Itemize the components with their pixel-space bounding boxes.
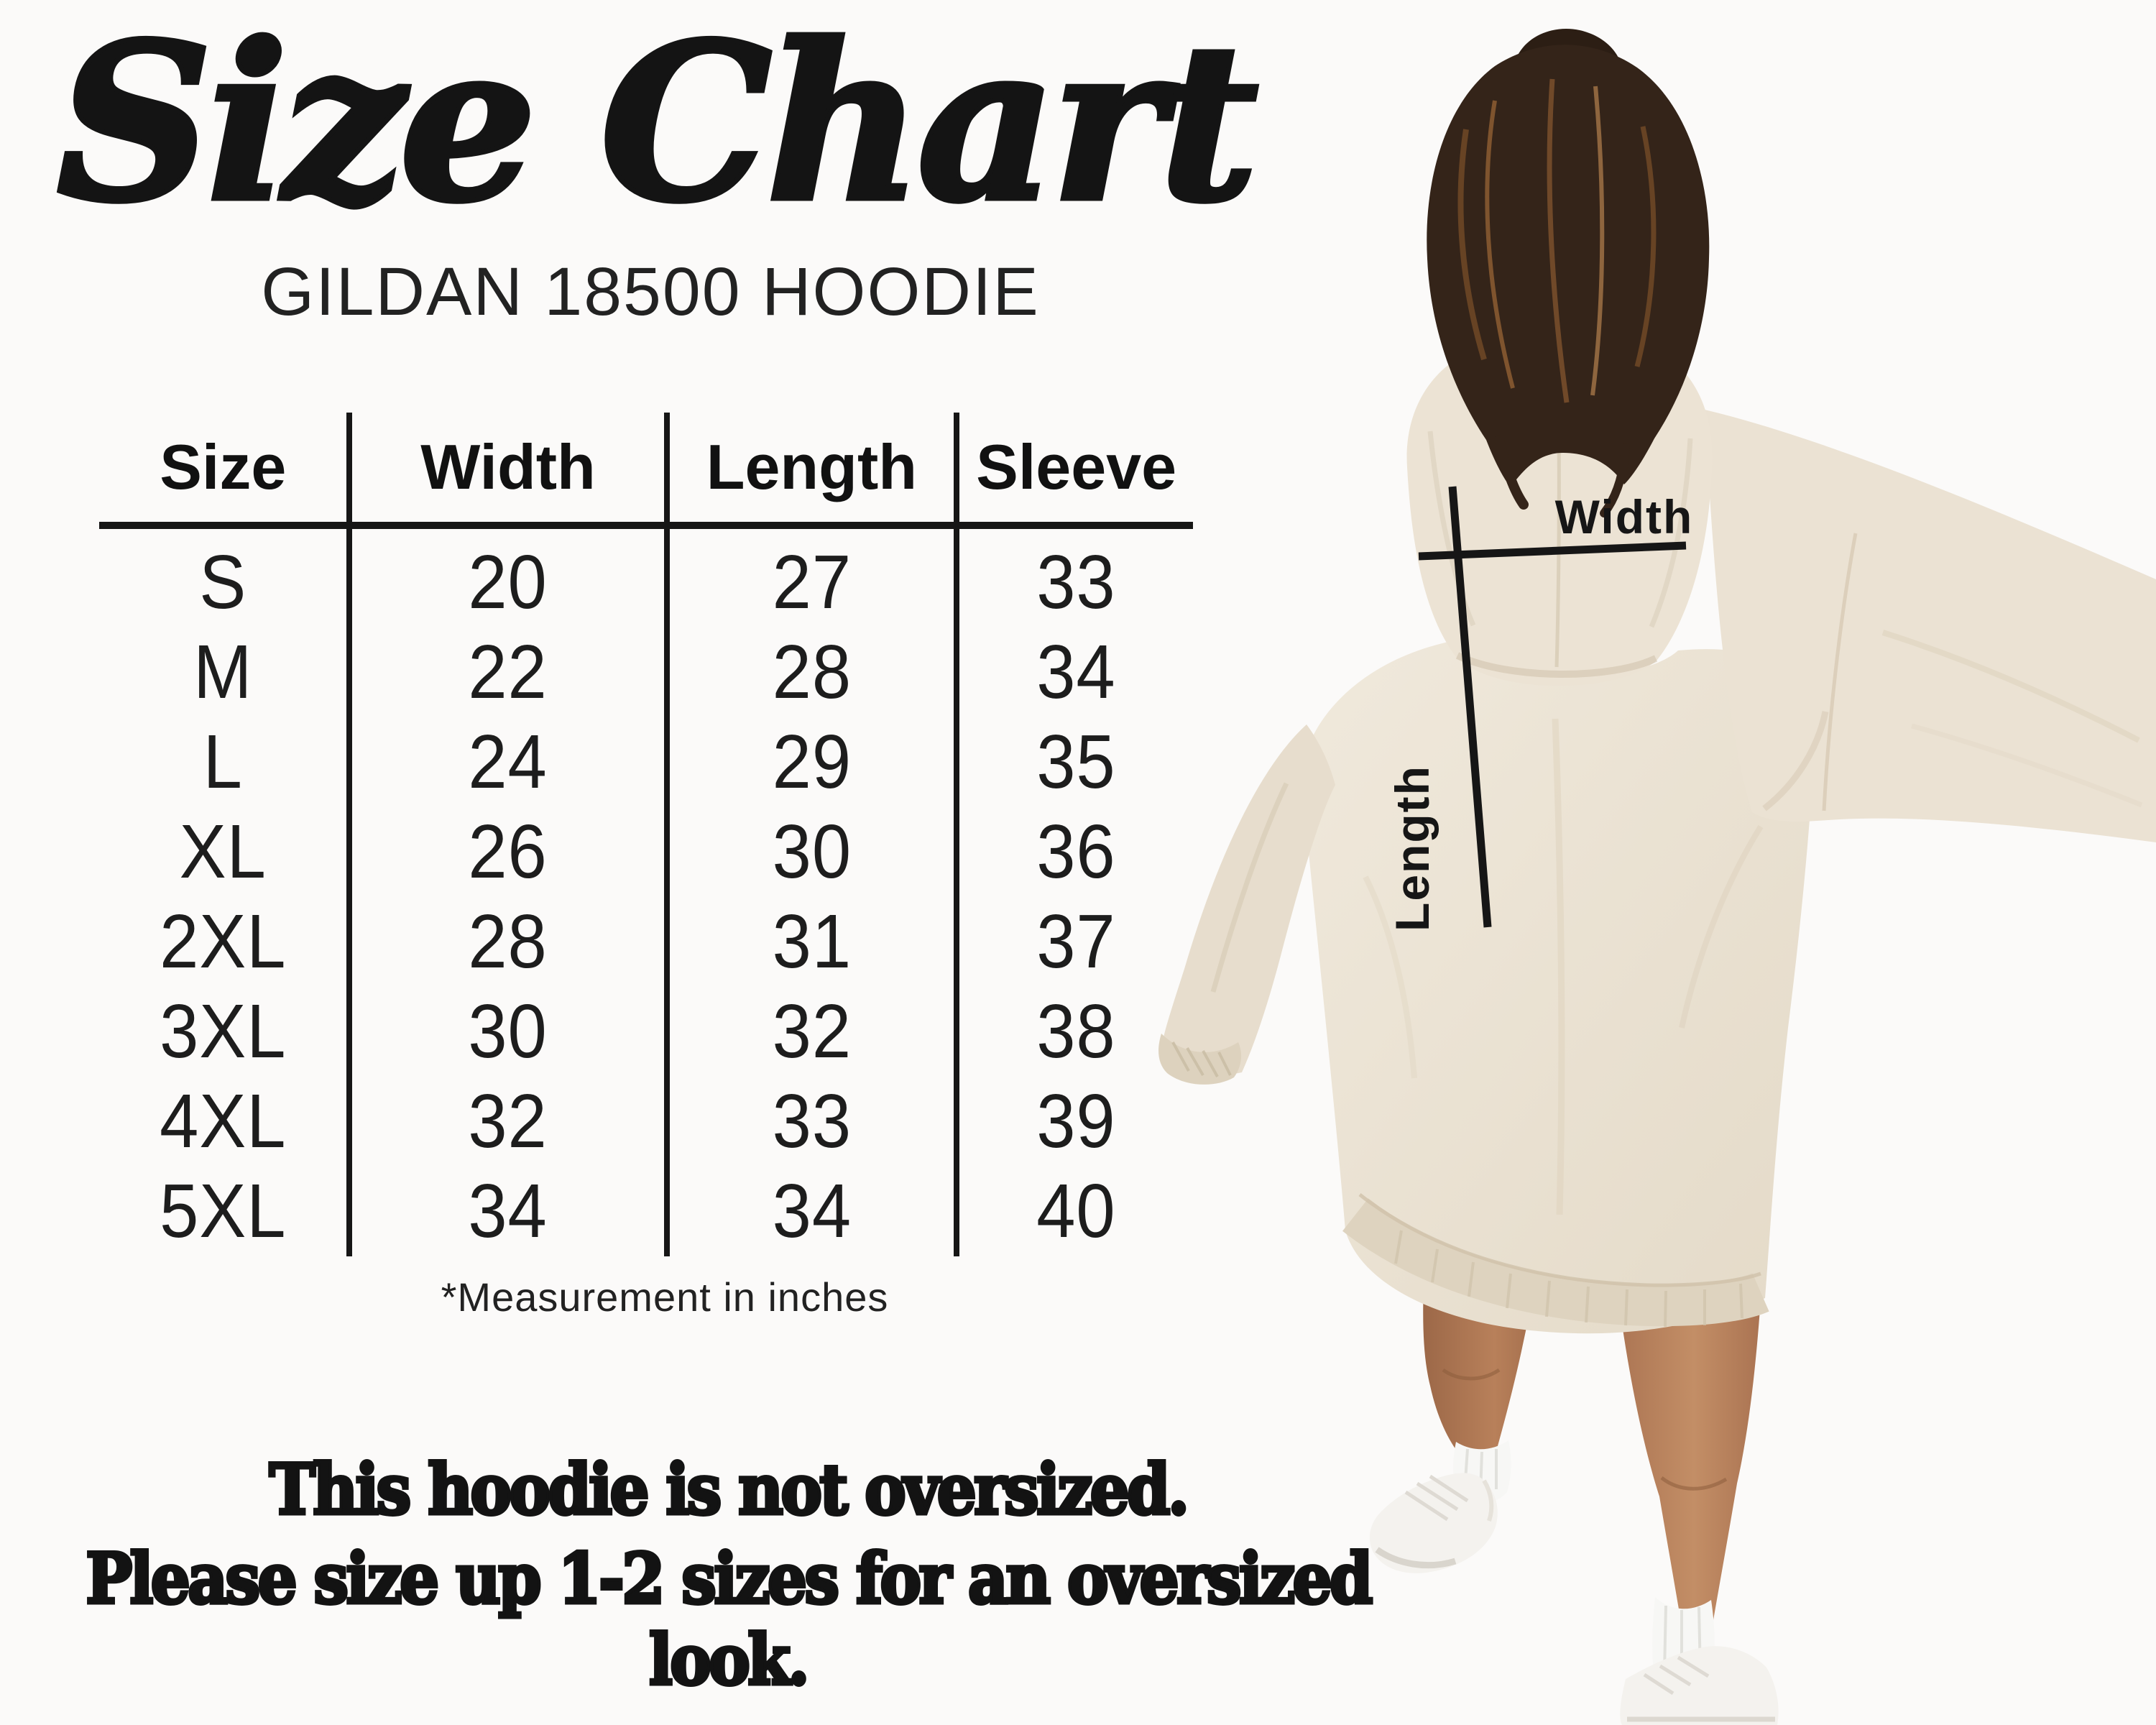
table-column-sleeve: Sleeve 33 34 35 36 37 38 39 40 — [959, 413, 1193, 1256]
footer-line-1: This hoodie is not oversized. — [267, 1448, 1191, 1532]
cell-sleeve: 35 — [1036, 719, 1116, 804]
cell-width: 30 — [468, 989, 548, 1074]
left-sneaker — [1369, 1473, 1498, 1573]
cell-sleeve: 36 — [1036, 809, 1116, 894]
cell-width: 24 — [468, 719, 548, 804]
cell-width: 20 — [468, 540, 548, 625]
cell-size: 2XL — [160, 899, 287, 984]
cell-sleeve: 40 — [1036, 1169, 1116, 1254]
cell-length: 31 — [772, 899, 852, 984]
column-header-length: Length — [706, 431, 917, 502]
cell-size: L — [203, 719, 243, 804]
left-sleeve-cuff — [1158, 1034, 1242, 1085]
hoodie-body — [1301, 641, 1817, 1334]
cell-sleeve: 34 — [1036, 630, 1116, 714]
width-label: Width — [1555, 490, 1694, 543]
cell-width: 22 — [468, 630, 548, 714]
cell-sleeve: 38 — [1036, 989, 1116, 1074]
cell-size: 4XL — [160, 1079, 287, 1164]
cell-width: 28 — [468, 899, 548, 984]
cell-size: M — [193, 630, 253, 714]
cell-sleeve: 33 — [1036, 540, 1116, 625]
cell-length: 29 — [772, 719, 852, 804]
width-measure-line — [1418, 541, 1687, 561]
footer-line-2: Please size up 1-2 sizes for an oversize… — [84, 1537, 1375, 1703]
cell-length: 28 — [772, 630, 852, 714]
table-column-width: Width 20 22 24 26 28 30 32 34 — [352, 413, 670, 1256]
column-header-sleeve: Sleeve — [976, 431, 1177, 502]
cell-width: 34 — [468, 1169, 548, 1254]
right-sneaker — [1620, 1646, 1779, 1725]
cell-sleeve: 39 — [1036, 1079, 1116, 1164]
cell-length: 34 — [772, 1169, 852, 1254]
table-column-length: Length 27 28 29 30 31 32 33 34 — [670, 413, 960, 1256]
cell-size: 3XL — [160, 989, 287, 1074]
length-label: Length — [1386, 765, 1439, 932]
page-title: Size Chart — [54, 0, 1261, 249]
cell-length: 33 — [772, 1079, 852, 1164]
cell-length: 30 — [772, 809, 852, 894]
model-photo: Width Length — [1158, 28, 2156, 1725]
column-header-width: Width — [420, 431, 596, 502]
cell-length: 27 — [772, 540, 852, 625]
cell-size: 5XL — [160, 1169, 287, 1254]
hair — [1427, 28, 1710, 518]
cell-size: XL — [179, 809, 267, 894]
column-header-size: Size — [160, 431, 287, 502]
cell-width: 26 — [468, 809, 548, 894]
size-table: Size S M L XL 2XL 3XL 4XL 5XL Width 20 2… — [99, 413, 1193, 1256]
table-column-size: Size S M L XL 2XL 3XL 4XL 5XL — [99, 413, 353, 1256]
cell-length: 32 — [772, 989, 852, 1074]
measurement-note: *Measurement in inches — [441, 1274, 889, 1320]
cell-width: 32 — [468, 1079, 548, 1164]
left-sleeve — [1158, 724, 1335, 1085]
right-sleeve — [1705, 410, 2156, 842]
cell-size: S — [199, 540, 247, 625]
length-measure-line — [1448, 486, 1492, 928]
measurement-overlay: Width Length — [1386, 486, 1694, 932]
page-subtitle: GILDAN 18500 HOODIE — [261, 254, 1040, 330]
table-header-rule — [99, 522, 1193, 529]
cell-sleeve: 37 — [1036, 899, 1116, 984]
